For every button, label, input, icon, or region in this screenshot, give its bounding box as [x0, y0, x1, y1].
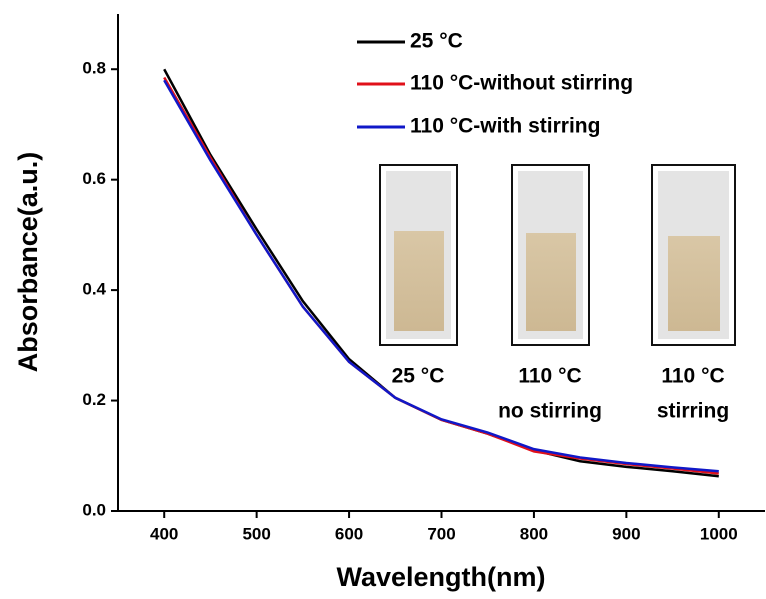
inset-label: 110 °C: [661, 365, 724, 388]
inset-label: 110 °C: [518, 365, 581, 388]
y-tick-label: 0.4: [82, 280, 106, 299]
legend-label: 110 °C-without stirring: [410, 72, 633, 95]
x-tick-label: 800: [520, 524, 548, 543]
legend-label: 110 °C-with stirring: [410, 115, 600, 138]
x-tick-label: 1000: [700, 524, 738, 543]
inset-label: stirring: [657, 400, 729, 423]
x-tick-label: 400: [150, 524, 178, 543]
y-tick-label: 0.0: [82, 500, 106, 519]
inset-label: no stirring: [498, 400, 602, 423]
y-tick-label: 0.6: [82, 169, 106, 188]
x-tick-label: 600: [335, 524, 363, 543]
y-axis-title: Absorbance(a.u.): [13, 152, 43, 373]
x-tick-label: 900: [612, 524, 640, 543]
series-line: [163, 79, 719, 473]
y-tick-label: 0.8: [82, 59, 106, 78]
y-tick-label: 0.2: [82, 390, 106, 409]
cuvette-photos: [379, 164, 736, 346]
x-tick-label: 500: [242, 524, 270, 543]
x-tick-label: 700: [427, 524, 455, 543]
inset-label: 25 °C: [392, 365, 445, 388]
x-axis-title: Wavelength(nm): [337, 562, 546, 592]
legend-label: 25 °C: [410, 30, 463, 53]
